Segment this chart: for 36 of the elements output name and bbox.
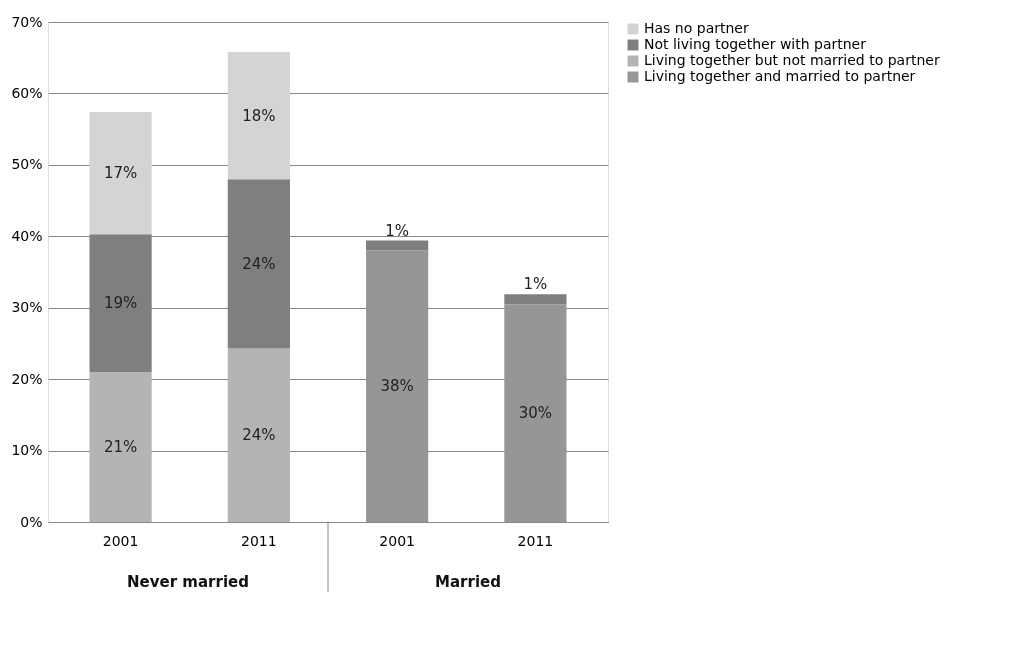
legend-label: Living together and married to partner [644, 68, 916, 84]
legend-label: Has no partner [644, 20, 749, 36]
y-tick-label: 50% [11, 156, 43, 173]
x-tick-label: 2001 [379, 532, 415, 549]
x-tick-label: 2011 [517, 532, 554, 549]
bar [227, 348, 290, 522]
text: Married [435, 573, 501, 591]
data-label: 24% [242, 426, 276, 445]
bar [366, 240, 429, 251]
data-label: 1% [523, 275, 548, 294]
y-tick-label: 70% [11, 13, 43, 30]
bar [89, 112, 152, 235]
data-label: 24% [242, 254, 276, 273]
bar [227, 52, 290, 180]
data-label: 21% [103, 438, 138, 456]
y-tick-label: 0% [20, 513, 43, 530]
data-label: 30% [518, 404, 553, 423]
bar [504, 304, 567, 522]
y-tick-label: 30% [11, 299, 43, 316]
text: Never married [127, 573, 249, 591]
bar [89, 372, 152, 522]
y-tick-label: 60% [11, 84, 43, 101]
data-label: 19% [103, 294, 138, 313]
y-tick-label: 40% [11, 227, 43, 244]
data-label: 18% [242, 106, 276, 125]
legend-label: Living together but not married to partner [644, 52, 940, 68]
legend-label: Not living together with partner [644, 36, 867, 52]
x-tick-label: 2001 [102, 532, 139, 549]
y-tick-label: 10% [11, 442, 43, 459]
bar [504, 294, 567, 305]
data-label: 1% [385, 221, 410, 240]
bar [366, 250, 429, 522]
data-label: 17% [103, 164, 138, 183]
data-label: 38% [380, 377, 414, 396]
x-tick-label: 2011 [241, 532, 277, 549]
y-tick-label: 20% [11, 370, 43, 387]
